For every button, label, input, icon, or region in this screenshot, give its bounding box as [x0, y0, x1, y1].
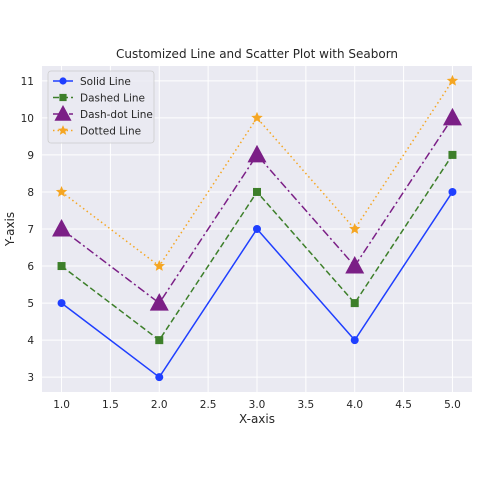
data-point — [253, 225, 261, 233]
x-tick-label: 1.0 — [53, 399, 70, 411]
x-tick-label: 3.0 — [249, 399, 266, 411]
x-tick-label: 2.0 — [151, 399, 168, 411]
y-tick-labels: 3 4 5 6 7 8 9 10 11 — [21, 76, 35, 384]
x-axis-title: X-axis — [239, 412, 275, 426]
legend-label: Dotted Line — [80, 126, 141, 138]
y-tick-label: 6 — [27, 261, 34, 273]
data-point — [253, 187, 261, 196]
x-tick-label: 5.0 — [444, 399, 461, 411]
legend-marker — [57, 125, 69, 135]
chart-title: Customized Line and Scatter Plot with Se… — [116, 47, 398, 61]
x-tick-label: 4.0 — [346, 399, 363, 411]
series-dash-dot-line — [52, 107, 462, 311]
data-point — [57, 299, 66, 308]
legend-marker — [54, 105, 72, 121]
y-tick-label: 8 — [27, 187, 34, 199]
legend-marker — [59, 77, 67, 85]
x-tick-label: 4.5 — [395, 399, 412, 411]
legend-label: Solid Line — [80, 76, 131, 88]
y-tick-label: 11 — [21, 76, 34, 88]
y-tick-label: 7 — [27, 224, 34, 236]
data-point — [52, 219, 72, 237]
data-point — [149, 293, 169, 311]
data-point — [251, 111, 263, 123]
legend-label: Dash-dot Line — [80, 109, 153, 121]
y-axis-title: Y-axis — [3, 212, 17, 247]
data-point — [446, 74, 459, 86]
series-layer — [52, 74, 462, 382]
data-point — [57, 262, 66, 271]
data-point — [448, 150, 457, 159]
x-tick-labels: 1.0 1.5 2.0 2.5 3.0 3.5 4.0 4.5 5.0 — [53, 399, 461, 411]
data-point — [155, 373, 164, 382]
y-tick-label: 9 — [27, 150, 34, 162]
data-point — [350, 299, 359, 308]
legend-label: Dashed Line — [80, 93, 145, 105]
series-dashed-line — [57, 150, 457, 345]
data-point — [155, 336, 164, 345]
data-point — [345, 256, 365, 274]
data-point — [349, 223, 361, 234]
y-tick-label: 3 — [27, 372, 34, 384]
legend-marker — [59, 93, 67, 102]
series-solid-line — [57, 187, 457, 382]
data-point — [153, 260, 165, 271]
y-tick-label: 4 — [27, 335, 34, 347]
y-tick-label: 10 — [21, 113, 34, 125]
x-tick-label: 3.5 — [298, 399, 315, 411]
legend-box — [47, 70, 155, 144]
data-point — [55, 185, 68, 197]
data-point — [448, 187, 457, 196]
data-point — [247, 144, 267, 163]
x-tick-label: 2.5 — [200, 399, 217, 411]
y-tick-label: 5 — [27, 298, 34, 310]
x-tick-label: 1.5 — [102, 399, 119, 411]
legend: Solid Line Dashed Line Dash-dot Line Dotted… — [47, 70, 155, 144]
series-dotted-line — [55, 74, 459, 271]
series-line — [61, 80, 454, 268]
data-point — [442, 107, 462, 126]
data-point — [350, 336, 359, 345]
